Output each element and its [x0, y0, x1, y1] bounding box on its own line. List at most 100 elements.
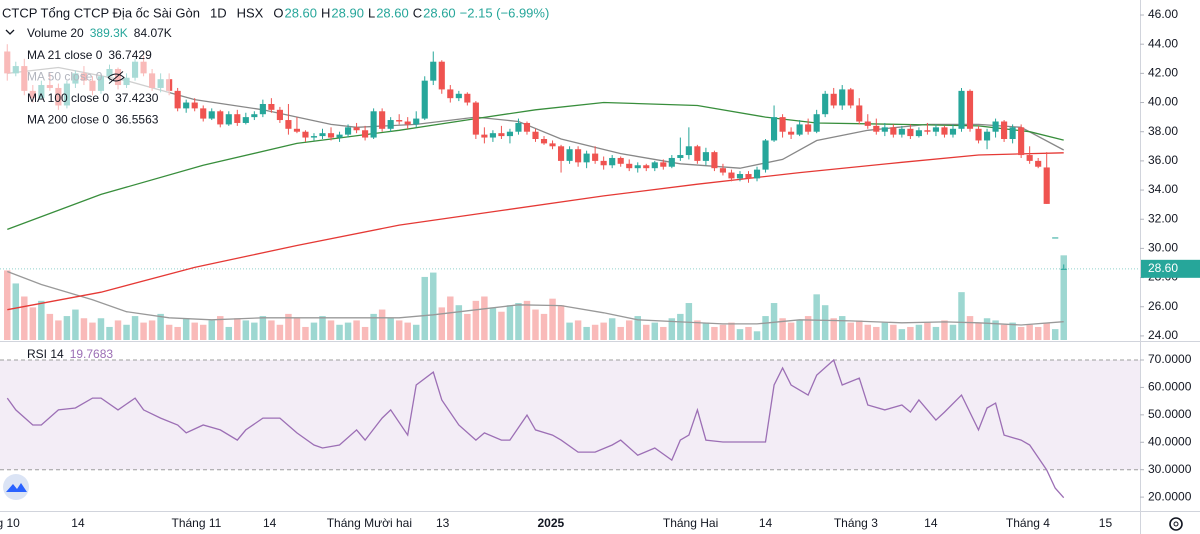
candle-body: [728, 172, 735, 179]
last-price-label: 28.60: [1148, 261, 1178, 275]
volume-bar: [915, 324, 923, 340]
rsi-y-tick-label: 50.0000: [1148, 407, 1192, 421]
y-tick-label: 26.00: [1148, 299, 1178, 313]
volume-bar: [498, 311, 505, 340]
ma-value: 36.5563: [115, 113, 159, 127]
volume-bar: [225, 326, 233, 340]
candle-body: [609, 157, 616, 166]
volume-bar: [336, 324, 343, 340]
x-tick-label: 14: [759, 516, 773, 530]
candle-body: [796, 124, 803, 135]
volume-bar: [847, 322, 854, 340]
symbol: CTCP Tổng CTCP Địa ốc Sài Gòn: [2, 5, 200, 20]
rsi-value: 19.7683: [70, 347, 114, 361]
volume-bar: [165, 324, 173, 340]
volume-bar: [677, 313, 684, 340]
volume-bar: [285, 313, 292, 340]
candle-body: [685, 146, 692, 156]
candle-body: [336, 134, 343, 138]
volume-bar: [302, 326, 309, 340]
y-tick-label: 30.00: [1148, 241, 1178, 255]
candle-body: [327, 133, 335, 138]
candle-body: [225, 114, 232, 125]
candle-body: [822, 93, 829, 115]
candle-body: [779, 117, 786, 132]
ma-value: 37.4230: [115, 91, 159, 105]
volume-bar: [924, 322, 931, 340]
candle-body: [881, 127, 888, 132]
candle-body: [217, 111, 224, 125]
volume-bar: [464, 313, 471, 340]
candle-body: [1060, 268, 1067, 270]
candle-body: [498, 133, 505, 137]
candle-body: [719, 168, 727, 173]
volume-bar: [787, 322, 795, 340]
volume-bar: [89, 322, 96, 340]
volume-bar: [63, 316, 71, 340]
volume-bar: [370, 313, 377, 340]
volume-bar: [412, 324, 420, 340]
volume-bar: [447, 296, 454, 340]
settings-icon[interactable]: [1169, 517, 1183, 531]
y-tick-label: 24.00: [1148, 328, 1178, 342]
x-tick-label: Tháng 3: [834, 516, 878, 530]
candle-body: [489, 133, 496, 138]
volume-bar: [404, 322, 411, 340]
volume-bar: [591, 324, 599, 340]
volume-bar: [821, 305, 829, 340]
candle-body: [234, 114, 241, 123]
ma-line: [7, 66, 1065, 169]
volume-ma-line: [7, 270, 1064, 326]
candle-body: [455, 93, 462, 99]
candle-body: [259, 103, 266, 115]
volume-bar: [378, 309, 386, 340]
candle-body: [711, 152, 718, 169]
volume-bar: [430, 272, 437, 340]
ma-name: MA 100 close 0: [27, 91, 109, 105]
candle-body: [1009, 127, 1016, 140]
volume-bar: [566, 322, 573, 340]
candle-body: [651, 162, 658, 169]
volume-bar: [625, 320, 633, 340]
volume-bar: [523, 300, 531, 340]
candle-body: [557, 146, 565, 161]
candle-body: [413, 118, 420, 125]
candle-body: [251, 114, 258, 118]
volume-bar: [148, 320, 156, 340]
candle-body: [319, 133, 326, 137]
rsi-y-tick-label: 40.0000: [1148, 434, 1192, 448]
volume-bar: [890, 324, 897, 340]
volume-bar: [217, 316, 224, 340]
legend-collapse[interactable]: [5, 29, 15, 35]
volume-bar: [983, 318, 991, 340]
ohlc-key: H: [321, 5, 330, 20]
ohlc-value: 28.60: [376, 5, 409, 20]
volume-bar: [668, 318, 676, 340]
volume-bar: [455, 305, 463, 340]
rsi-y-tick-label: 60.0000: [1148, 380, 1192, 394]
candle-body: [310, 136, 318, 138]
x-tick-label: 14: [263, 516, 277, 530]
candle-body: [677, 155, 684, 158]
y-tick-label: 46.00: [1148, 7, 1178, 21]
rsi-y-tick-label: 20.0000: [1148, 489, 1192, 503]
volume-bar: [123, 324, 130, 340]
volume-bar: [21, 296, 28, 340]
candle-body: [634, 165, 641, 169]
y-tick-label: 32.00: [1148, 211, 1178, 225]
candle-body: [813, 114, 820, 132]
volume-bar: [29, 307, 37, 340]
candle-body: [626, 163, 633, 169]
volume-ma-value: 84.07K: [134, 26, 172, 40]
candle-body: [932, 127, 940, 132]
volume-bar: [387, 318, 394, 340]
visibility-icon[interactable]: [107, 71, 125, 84]
volume-bar: [319, 316, 326, 340]
volume-bar: [804, 316, 812, 340]
logo[interactable]: [3, 474, 29, 500]
volume-bar: [234, 318, 241, 340]
ohlc-value: 28.60: [284, 5, 317, 20]
candle-body: [200, 108, 207, 119]
candle-body: [183, 102, 190, 109]
